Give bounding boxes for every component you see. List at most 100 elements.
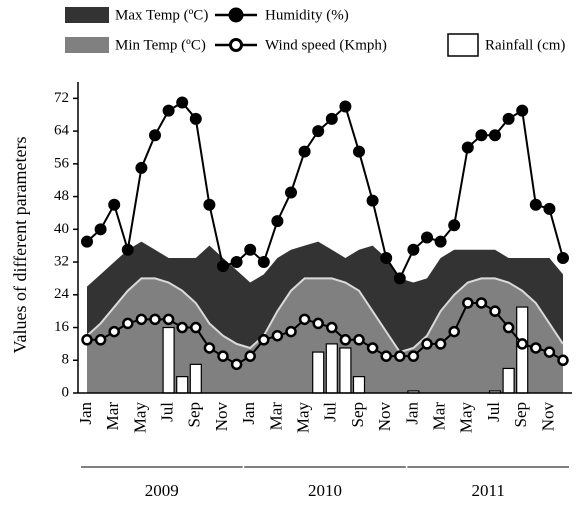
- marker: [230, 256, 243, 269]
- marker: [380, 350, 392, 362]
- y-axis-label: Values of different parameters: [10, 136, 30, 353]
- marker: [298, 313, 311, 326]
- marker: [271, 329, 284, 342]
- marker: [325, 112, 338, 125]
- marker: [162, 104, 175, 117]
- marker: [557, 251, 569, 264]
- marker: [258, 334, 270, 346]
- bar: [312, 351, 325, 394]
- x-tick-label: Jan: [402, 402, 421, 425]
- x-tick-label: May: [457, 402, 476, 434]
- marker: [407, 350, 420, 362]
- legend-label: Rainfall (cm): [485, 37, 565, 53]
- marker: [475, 129, 488, 142]
- x-tick-label: Nov: [538, 402, 557, 432]
- bar: [325, 343, 338, 394]
- y-tick-label: 72: [54, 90, 69, 106]
- bar: [502, 367, 515, 394]
- marker: [502, 112, 515, 125]
- marker: [516, 104, 529, 117]
- marker: [176, 96, 189, 109]
- marker: [366, 342, 379, 354]
- group-label: 2011: [472, 481, 505, 500]
- marker: [94, 223, 107, 236]
- marker: [448, 325, 460, 338]
- bar: [352, 376, 366, 394]
- marker: [162, 313, 175, 326]
- marker: [516, 338, 528, 350]
- marker: [271, 215, 284, 228]
- y-tick-label: 32: [54, 253, 69, 269]
- marker: [475, 297, 488, 309]
- marker: [190, 321, 202, 334]
- x-tick-label: May: [130, 402, 149, 434]
- marker: [312, 317, 324, 330]
- y-tick-label: 24: [54, 286, 70, 302]
- x-tick-label: Sep: [185, 402, 204, 428]
- bar: [339, 347, 352, 394]
- marker: [244, 350, 256, 362]
- legend-marker: [228, 7, 244, 23]
- marker: [135, 161, 148, 174]
- marker: [421, 231, 433, 244]
- y-tick-label: 0: [62, 384, 70, 400]
- marker: [543, 346, 556, 358]
- marker: [94, 334, 107, 346]
- legend-swatch: [65, 37, 109, 53]
- marker: [353, 145, 365, 158]
- group-label: 2009: [145, 481, 179, 500]
- marker: [530, 342, 542, 354]
- marker: [203, 198, 216, 211]
- group-label: 2010: [308, 481, 342, 500]
- y-tick-label: 64: [54, 123, 70, 139]
- marker: [393, 272, 406, 285]
- legend-label: Wind speed (Kmph): [265, 37, 387, 53]
- marker: [217, 260, 229, 273]
- legend-swatch: [65, 7, 109, 23]
- x-tick-label: Nov: [212, 402, 231, 432]
- x-tick-label: Mar: [103, 402, 122, 431]
- marker: [448, 219, 461, 232]
- legend-label: Max Temp (ºC): [115, 7, 208, 23]
- marker: [489, 129, 501, 142]
- marker: [81, 334, 93, 346]
- y-tick-label: 8: [62, 352, 70, 368]
- marker: [366, 194, 379, 207]
- x-tick-label: Sep: [348, 402, 367, 428]
- marker: [298, 145, 311, 158]
- y-tick-label: 48: [54, 188, 69, 204]
- bar: [516, 306, 529, 394]
- bar: [176, 376, 189, 394]
- area-edge: [86, 277, 564, 354]
- marker: [108, 325, 120, 338]
- x-tick-label: Jul: [484, 402, 503, 422]
- bar: [162, 326, 175, 394]
- marker: [312, 125, 325, 138]
- marker: [121, 243, 134, 256]
- marker: [461, 141, 474, 154]
- marker: [285, 186, 297, 199]
- marker: [407, 243, 420, 256]
- marker: [339, 100, 352, 113]
- marker: [557, 354, 569, 367]
- marker: [135, 313, 148, 326]
- marker: [421, 338, 433, 350]
- marker: [529, 198, 542, 211]
- marker: [502, 321, 515, 334]
- bar: [189, 363, 202, 394]
- y-tick-label: 16: [54, 319, 70, 335]
- marker: [326, 321, 338, 334]
- marker: [149, 129, 161, 142]
- legend-marker: [229, 38, 243, 52]
- x-tick-label: Jan: [76, 402, 95, 425]
- marker: [149, 313, 161, 326]
- marker: [217, 350, 229, 362]
- x-tick-label: Jul: [158, 402, 177, 422]
- x-tick-label: Nov: [375, 402, 394, 432]
- marker: [257, 256, 270, 269]
- marker: [462, 297, 474, 309]
- marker: [543, 202, 556, 215]
- marker: [108, 198, 121, 211]
- legend-swatch: [447, 33, 479, 57]
- marker: [122, 317, 134, 330]
